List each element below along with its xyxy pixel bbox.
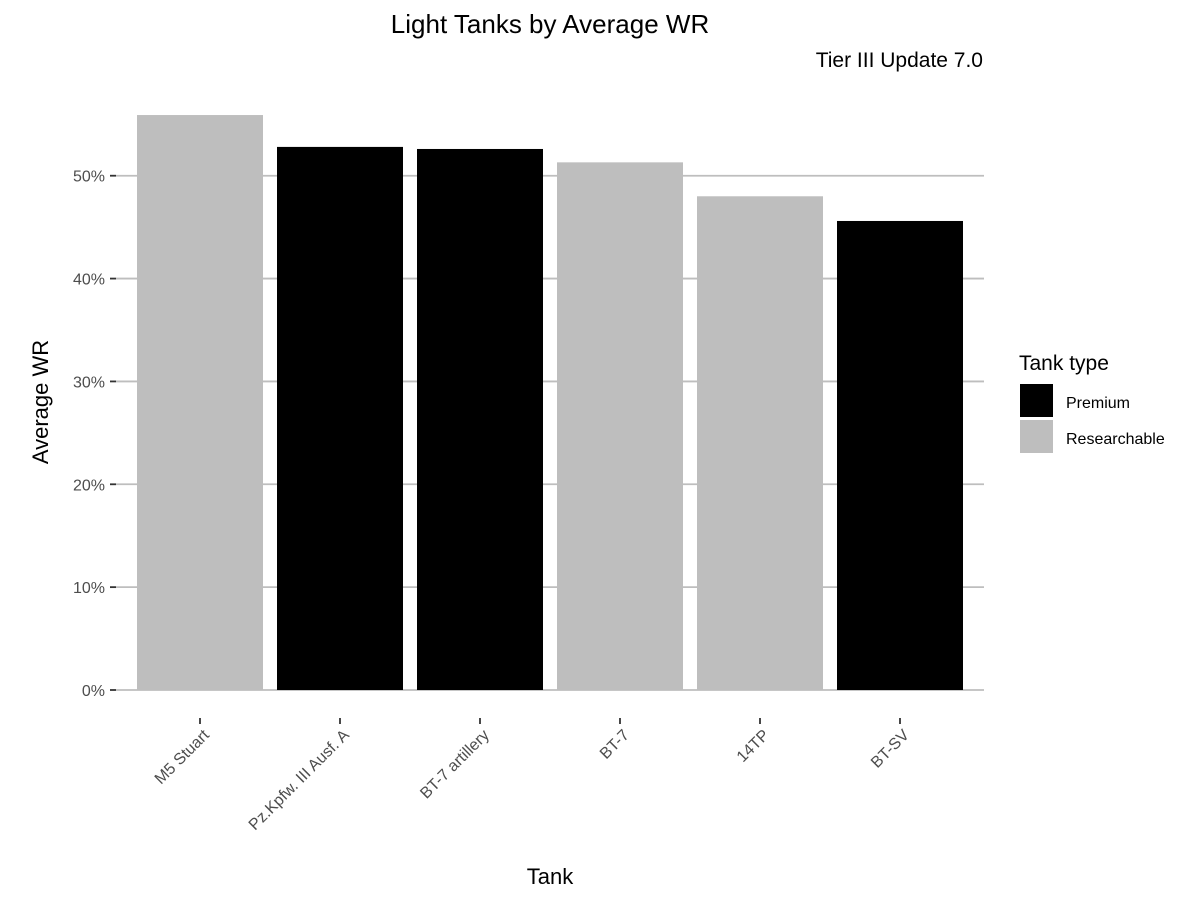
bars — [137, 115, 963, 691]
bar-14tp — [697, 196, 823, 691]
y-tick-label: 30% — [73, 374, 105, 391]
chart-subtitle: Tier III Update 7.0 — [816, 49, 983, 72]
x-axis-ticks: M5 Stuart Pz.Kpfw. III Ausf. A BT-7 artill… — [152, 718, 913, 834]
y-tick-label: 0% — [82, 683, 105, 700]
legend-label-researchable: Researchable — [1066, 431, 1165, 448]
bar-bt-sv — [837, 220, 963, 690]
bar-bt-7 — [557, 162, 683, 691]
bar-m5-stuart — [137, 115, 263, 691]
x-tick-label: BT-7 — [597, 727, 633, 763]
x-tick-label: BT-SV — [868, 727, 913, 772]
x-tick-label: 14TP — [734, 727, 773, 766]
legend-swatch-researchable — [1020, 420, 1053, 453]
y-tick-label: 50% — [73, 169, 105, 186]
y-tick-label: 20% — [73, 477, 105, 494]
legend: Tank type Premium Researchable — [1019, 352, 1165, 453]
y-axis-ticks: 0% 10% 20% 30% 40% 50% — [73, 169, 116, 700]
chart-title: Light Tanks by Average WR — [391, 9, 709, 39]
x-tick-label: BT-7 artillery — [417, 727, 493, 803]
legend-label-premium: Premium — [1066, 395, 1130, 412]
y-tick-label: 10% — [73, 580, 105, 597]
bar-pz-kpfw-iii-ausf-a — [277, 146, 403, 690]
y-tick-label: 40% — [73, 272, 105, 289]
bar-bt-7-artillery — [417, 148, 543, 690]
legend-title: Tank type — [1019, 352, 1109, 375]
x-tick-label: M5 Stuart — [152, 726, 213, 787]
x-tick-label: Pz.Kpfw. III Ausf. A — [246, 727, 353, 834]
x-axis-title: Tank — [527, 864, 574, 889]
legend-swatch-premium — [1020, 384, 1053, 417]
y-axis-title: Average WR — [28, 340, 53, 464]
